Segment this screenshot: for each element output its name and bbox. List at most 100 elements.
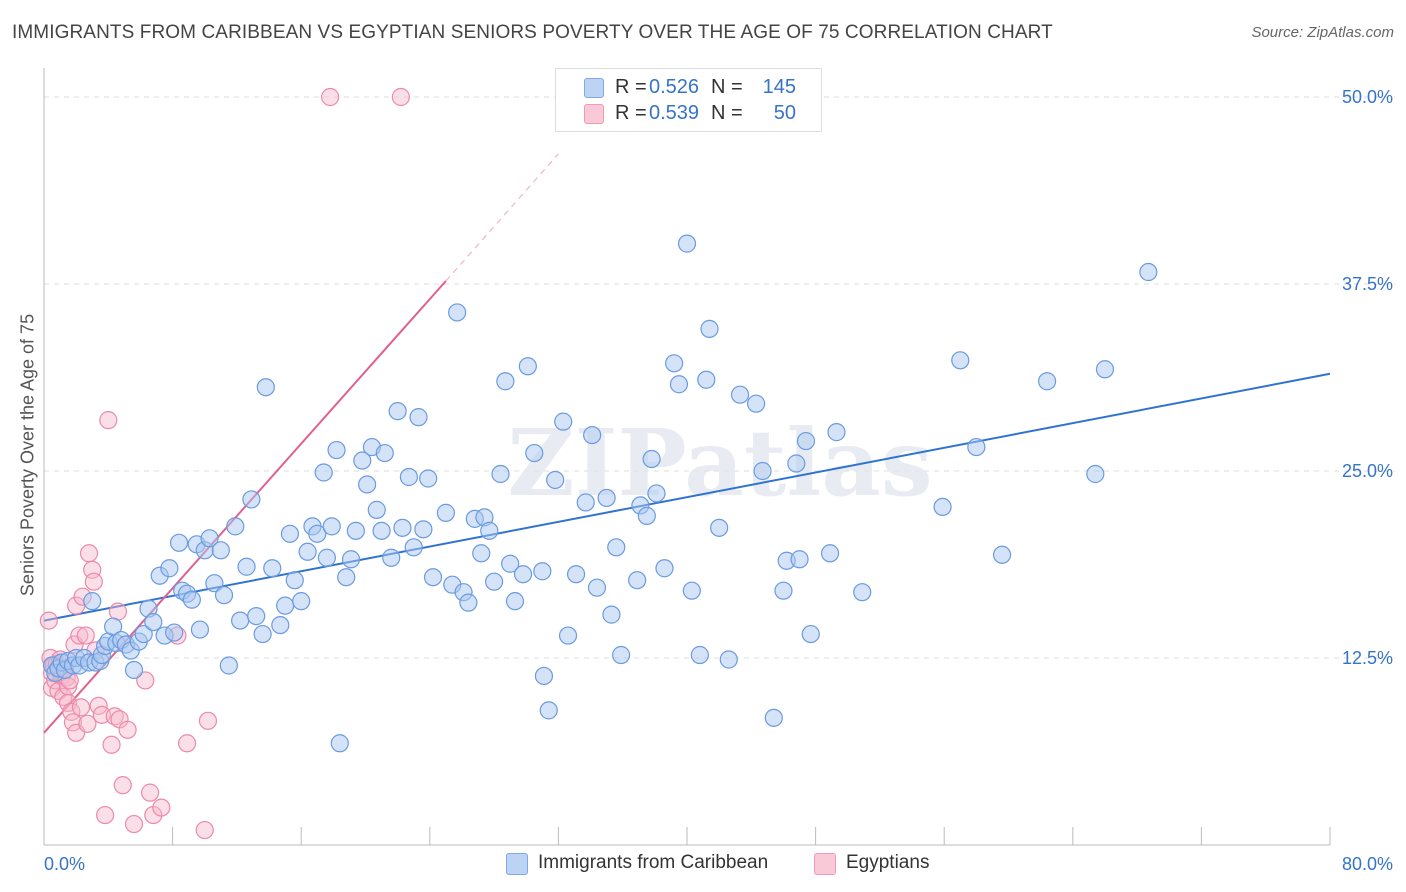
data-point-caribbean <box>280 524 300 543</box>
data-point-caribbean <box>607 538 626 557</box>
data-point-caribbean <box>298 542 317 561</box>
data-point-caribbean <box>367 500 386 519</box>
data-point-egyptians <box>63 713 83 732</box>
data-point-egyptians <box>113 776 132 795</box>
trend-line-egyptians-extension <box>445 153 559 282</box>
data-point-caribbean <box>669 375 689 394</box>
data-point-caribbean <box>423 568 443 587</box>
data-point-egyptians <box>118 720 137 739</box>
data-point-caribbean <box>496 372 515 391</box>
data-point-egyptians <box>95 805 115 825</box>
data-point-caribbean <box>801 624 820 644</box>
data-point-caribbean <box>719 650 738 669</box>
data-point-egyptians <box>105 707 124 726</box>
data-point-caribbean <box>597 488 616 508</box>
legend-row-egyptians: R = 0.539 N = 50 <box>556 100 821 126</box>
data-point-caribbean <box>190 620 210 639</box>
data-point-caribbean <box>546 470 565 490</box>
chart-title: IMMIGRANTS FROM CARIBBEAN VS EGYPTIAN SE… <box>12 22 1053 43</box>
data-point-caribbean <box>796 431 816 451</box>
data-point-caribbean <box>647 484 666 503</box>
x-tick-label: 0.0% <box>44 854 85 874</box>
data-point-caribbean <box>690 645 709 665</box>
data-point-caribbean <box>730 385 750 404</box>
trend-line-egyptians <box>43 280 447 734</box>
data-point-caribbean <box>1086 464 1105 484</box>
data-point-caribbean <box>677 234 697 253</box>
data-point-caribbean <box>346 521 365 540</box>
y-tick-label: 50.0% <box>1342 87 1393 107</box>
data-point-caribbean <box>448 303 467 322</box>
data-point-caribbean <box>419 469 438 488</box>
y-tick-label: 37.5% <box>1342 274 1393 294</box>
data-point-caribbean <box>992 545 1012 564</box>
data-point-egyptians <box>177 734 197 753</box>
data-point-caribbean <box>505 592 525 611</box>
data-point-caribbean <box>124 660 144 680</box>
data-point-caribbean <box>558 626 578 645</box>
y-tick-label: 25.0% <box>1342 461 1393 481</box>
data-point-egyptians <box>84 572 103 591</box>
data-point-caribbean <box>700 319 719 338</box>
data-point-caribbean <box>330 734 349 753</box>
data-point-caribbean <box>353 451 372 470</box>
data-point-caribbean <box>583 425 602 445</box>
legend-r-label: R = <box>615 76 647 98</box>
data-point-egyptians <box>321 87 340 107</box>
data-point-caribbean <box>292 592 311 611</box>
data-point-caribbean <box>134 624 153 644</box>
data-point-caribbean <box>200 529 219 548</box>
data-point-egyptians <box>71 698 91 717</box>
data-point-caribbean <box>533 562 552 581</box>
data-point-caribbean <box>534 666 554 686</box>
legend-r-label: R = <box>615 102 647 124</box>
data-point-caribbean <box>566 565 586 584</box>
data-point-caribbean <box>327 440 346 460</box>
data-point-caribbean <box>951 351 970 370</box>
data-point-caribbean <box>787 454 806 473</box>
data-point-egyptians <box>195 820 214 840</box>
data-point-caribbean <box>710 518 729 537</box>
data-point-caribbean <box>226 517 245 536</box>
data-point-egyptians <box>140 783 160 802</box>
tick-labels: 12.5% 25.0% 37.5% 50.0% 0.0% 80.0% <box>44 87 1393 874</box>
data-point-egyptians <box>152 798 171 817</box>
data-point-caribbean <box>602 605 621 624</box>
data-point-caribbean <box>587 578 607 597</box>
data-point-caribbean <box>242 490 261 509</box>
data-point-egyptians <box>54 687 73 706</box>
data-point-caribbean <box>637 506 656 525</box>
data-point-caribbean <box>399 467 419 487</box>
legend-r-value: 0.526 <box>649 76 700 98</box>
data-point-caribbean <box>753 461 772 481</box>
data-point-caribbean <box>372 521 391 540</box>
data-point-caribbean <box>491 464 510 484</box>
data-point-caribbean <box>382 548 401 567</box>
data-point-caribbean <box>628 571 647 590</box>
data-point-caribbean <box>388 402 407 421</box>
data-point-caribbean <box>237 557 256 576</box>
data-point-caribbean <box>576 493 595 512</box>
legend-n-value: 145 <box>762 76 796 98</box>
axes <box>43 68 1331 846</box>
data-point-caribbean <box>642 449 661 469</box>
data-point-caribbean <box>341 550 361 569</box>
trend-line-caribbean <box>43 372 1331 622</box>
data-point-caribbean <box>501 554 520 573</box>
data-point-caribbean <box>853 583 872 602</box>
data-point-egyptians <box>124 814 144 834</box>
data-point-caribbean <box>165 623 184 642</box>
data-point-caribbean <box>263 559 282 578</box>
correlation-legend: R = 0.526 N = 145 R = 0.539 N = 50 <box>555 68 822 132</box>
trend-lines <box>43 153 1331 734</box>
data-point-caribbean <box>219 656 238 675</box>
data-point-caribbean <box>169 533 189 552</box>
data-point-caribbean <box>1095 360 1115 379</box>
data-point-caribbean <box>375 443 394 463</box>
legend-n-value: 50 <box>773 102 796 124</box>
legend-label-caribbean: Immigrants from Caribbean <box>538 852 769 873</box>
data-point-caribbean <box>764 708 783 727</box>
data-point-caribbean <box>322 517 341 536</box>
data-point-caribbean <box>525 443 544 463</box>
x-tick-label: 80.0% <box>1342 854 1393 874</box>
